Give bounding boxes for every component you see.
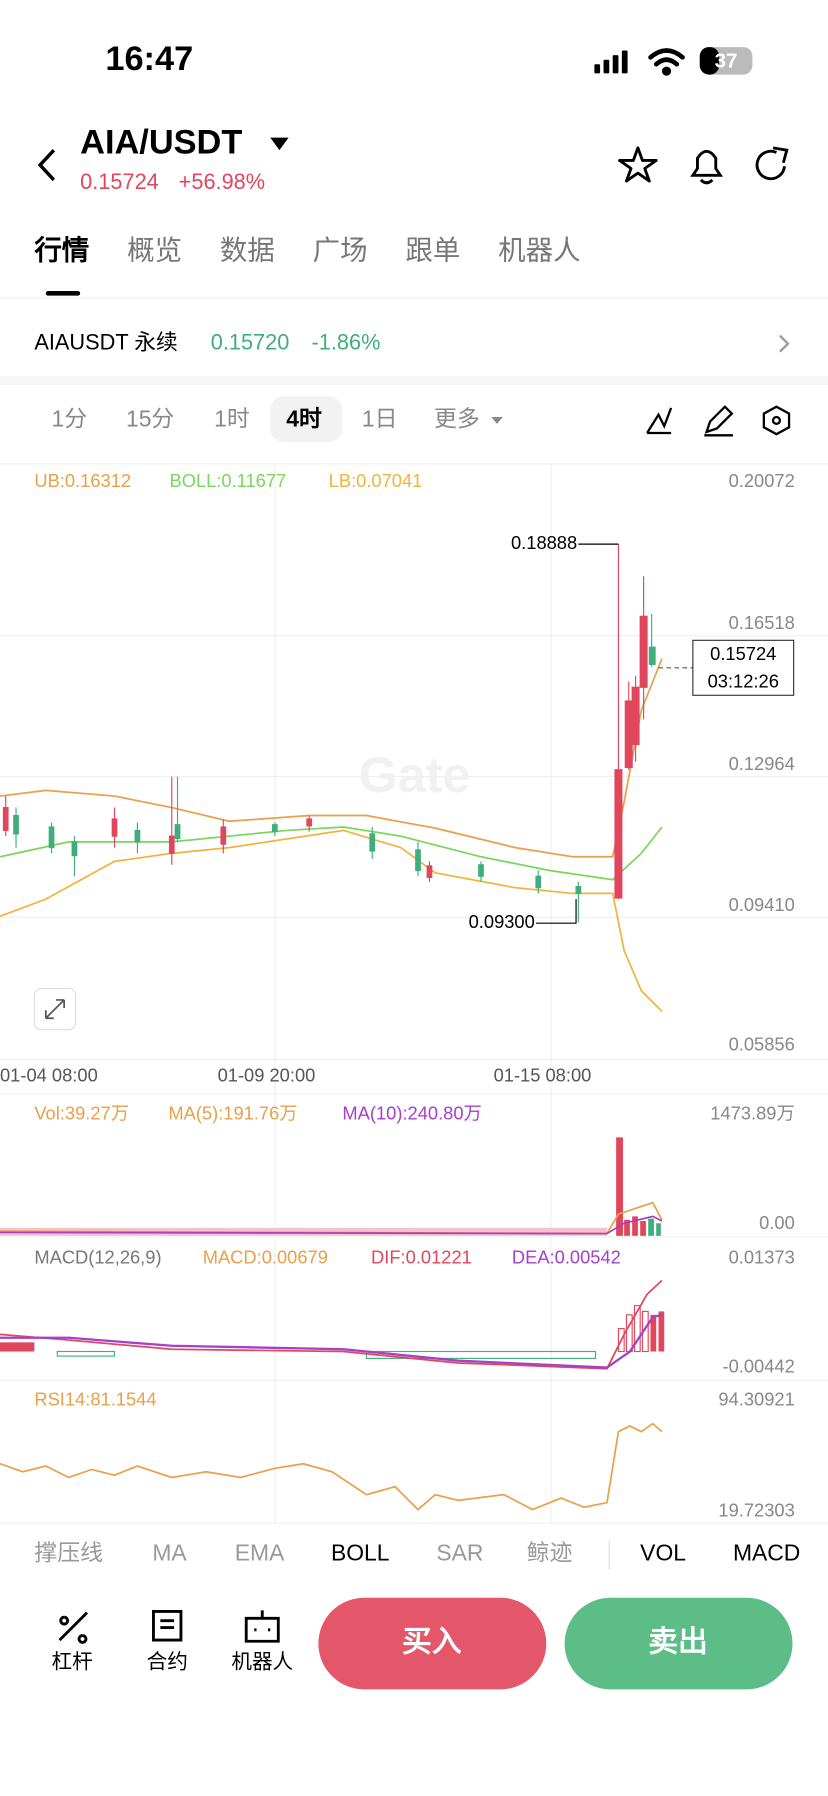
macd-min: -0.00442 — [722, 1355, 794, 1376]
tool-label[interactable]: 合约 — [147, 1650, 188, 1673]
current-price: 0.15724 — [710, 643, 776, 664]
volume-bars — [0, 1137, 661, 1236]
macd-value: MACD:0.00679 — [203, 1247, 328, 1268]
indicator-tool[interactable] — [646, 407, 673, 435]
draw-tool[interactable] — [704, 405, 734, 437]
boll-mid: BOLL:0.11677 — [169, 470, 286, 491]
perp-price: 0.15720 — [211, 329, 290, 354]
rsi-line — [0, 1422, 663, 1511]
back-button[interactable] — [37, 149, 56, 182]
interval[interactable]: 更多 — [434, 405, 480, 431]
indicator[interactable]: VOL — [640, 1539, 686, 1565]
rsi-max: 94.30921 — [718, 1389, 794, 1410]
vol-label: Vol:39.27万 — [34, 1102, 129, 1123]
price-label: 0.16518 — [729, 612, 795, 633]
wifi-icon — [648, 48, 685, 76]
indicator[interactable]: 鲸迹 — [527, 1539, 573, 1565]
buy-label[interactable]: 买入 — [402, 1625, 462, 1658]
vol-ma10: MA(10):240.80万 — [342, 1102, 481, 1123]
price-label: 0.05856 — [729, 1034, 795, 1055]
indicator[interactable]: BOLL — [331, 1539, 390, 1565]
tab[interactable]: 概览 — [127, 234, 182, 265]
settings-dot — [771, 415, 782, 426]
date-label: 01-09 20:00 — [218, 1064, 316, 1085]
pair-title[interactable]: AIA/USDT — [80, 124, 242, 162]
tab[interactable]: 行情 — [33, 234, 89, 265]
macd-histogram — [0, 1305, 665, 1359]
chart-grid — [0, 463, 828, 1524]
dif-line — [0, 1279, 663, 1370]
macd-dif: DIF:0.01221 — [371, 1247, 472, 1268]
perp-arrow[interactable] — [779, 334, 790, 353]
share-button[interactable] — [755, 146, 789, 181]
boll-lb: LB:0.07041 — [329, 470, 423, 491]
interval-selected-bg — [270, 396, 343, 443]
settings-button[interactable] — [762, 405, 791, 436]
boll-ub: UB:0.16312 — [34, 470, 131, 491]
price-label: 0.12964 — [729, 753, 795, 774]
macd-title: MACD(12,26,9) — [34, 1247, 161, 1268]
indicator[interactable]: 撑压线 — [34, 1539, 103, 1565]
pair-dropdown[interactable] — [270, 137, 289, 151]
favorite-button[interactable] — [618, 146, 658, 183]
tool-label[interactable]: 机器人 — [231, 1650, 293, 1673]
interval[interactable]: 15分 — [126, 405, 174, 431]
more-arrow — [491, 417, 503, 424]
interval[interactable]: 1时 — [214, 405, 250, 431]
tab[interactable]: 机器人 — [498, 234, 580, 265]
high-label: 0.18888 — [511, 532, 577, 553]
battery-text: 37 — [715, 49, 738, 72]
sell-button[interactable] — [564, 1597, 793, 1690]
low-pointer — [535, 899, 577, 924]
interval[interactable]: 1分 — [52, 405, 88, 431]
rsi-min: 19.72303 — [718, 1500, 794, 1521]
vol-ma5: MA(5):191.76万 — [168, 1102, 297, 1123]
price-label: 0.09410 — [729, 894, 795, 915]
tool-icons — [58, 1610, 280, 1644]
interval[interactable]: 1日 — [362, 405, 398, 431]
candles — [2, 544, 656, 923]
low-label: 0.09300 — [469, 911, 535, 932]
vol-max: 1473.89万 — [710, 1102, 795, 1123]
indicator[interactable]: MACD — [733, 1539, 800, 1565]
tab[interactable]: 数据 — [220, 234, 275, 265]
boll-lower-line — [0, 829, 663, 1012]
macd-max: 0.01373 — [729, 1247, 795, 1268]
indicator[interactable]: MA — [152, 1539, 187, 1565]
current-price-box — [692, 639, 795, 696]
sell-label[interactable]: 卖出 — [648, 1625, 708, 1658]
tab-underline — [45, 291, 81, 296]
tab[interactable]: 跟单 — [405, 234, 460, 265]
perp-change: -1.86% — [312, 329, 381, 354]
watermark: Gate — [359, 746, 471, 803]
tool-label[interactable]: 杠杆 — [52, 1650, 93, 1673]
alert-button[interactable] — [690, 149, 724, 185]
vol-min: 0.00 — [759, 1212, 795, 1233]
tab[interactable]: 广场 — [313, 234, 368, 265]
rsi-label: RSI14:81.1544 — [34, 1389, 156, 1410]
perp-symbol[interactable]: AIAUSDT 永续 — [34, 329, 177, 354]
section-gap — [0, 375, 828, 385]
interval[interactable]: 4时 — [286, 405, 322, 431]
price-label: 0.20072 — [729, 470, 795, 491]
countdown: 03:12:26 — [708, 671, 779, 692]
dea-line — [0, 1313, 663, 1369]
date-label: 01-15 08:00 — [494, 1064, 592, 1085]
indicator[interactable]: SAR — [436, 1539, 483, 1565]
header-price: 0.15724 — [80, 169, 159, 194]
status-time: 16:47 — [105, 40, 193, 78]
boll-mid-line — [0, 826, 663, 881]
signal-icon — [594, 50, 628, 74]
battery-level — [699, 47, 720, 75]
fullscreen-icon — [44, 999, 65, 1020]
header-change: +56.98% — [179, 169, 265, 194]
buy-button[interactable] — [318, 1597, 547, 1690]
macd-dea: DEA:0.00542 — [512, 1247, 621, 1268]
vol-ma10-line — [0, 1215, 663, 1235]
date-label: 01-04 08:00 — [0, 1064, 98, 1085]
indicator[interactable]: EMA — [235, 1539, 285, 1565]
